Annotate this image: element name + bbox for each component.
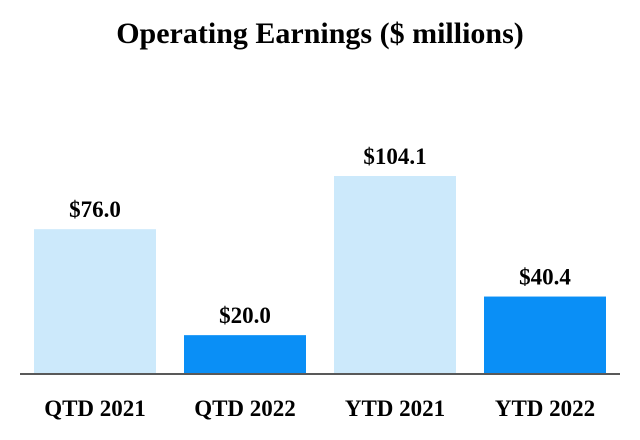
x-tick-label: QTD 2022 <box>194 396 296 421</box>
bar-qtd-2022 <box>184 335 306 373</box>
bar-ytd-2022 <box>484 296 606 373</box>
chart-title: Operating Earnings ($ millions) <box>116 17 524 50</box>
data-label: $40.4 <box>519 265 571 290</box>
data-label: $20.0 <box>219 303 271 328</box>
x-tick-label: QTD 2021 <box>44 396 146 421</box>
data-label: $104.1 <box>363 144 426 169</box>
data-label: $76.0 <box>69 197 121 222</box>
x-tick-label: YTD 2022 <box>495 396 595 421</box>
bar-ytd-2021 <box>334 176 456 373</box>
x-tick-label: YTD 2021 <box>345 396 445 421</box>
bar-qtd-2021 <box>34 229 156 373</box>
